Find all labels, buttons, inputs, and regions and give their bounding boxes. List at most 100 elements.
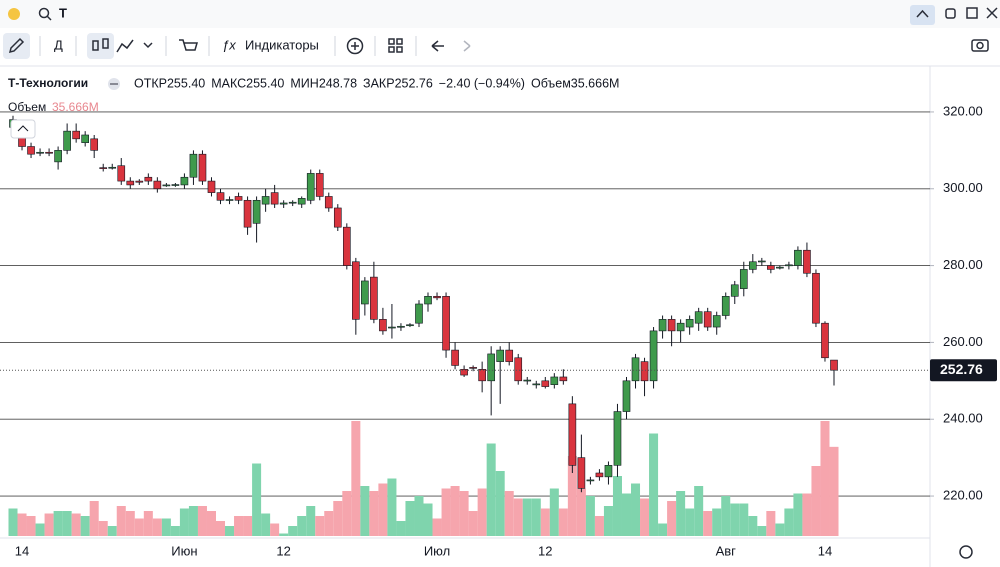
volume-bar [288,526,298,536]
volume-bar [152,518,162,536]
collapse-legend[interactable] [10,119,36,139]
candle-body [216,192,225,201]
candle-body [622,380,631,412]
volume-bar [504,491,514,536]
x-tick-label: Авг [716,543,737,558]
candle-body [324,196,333,209]
volume-bar [685,508,695,536]
search-text[interactable]: Т [59,5,67,20]
volume-bar [594,516,604,536]
candle-body [812,272,820,324]
volume-bar [342,491,352,536]
add-button[interactable] [346,37,364,55]
candle-body [613,411,622,466]
candle-body [821,322,829,359]
search-icon[interactable] [38,7,50,19]
last-price-tag [930,359,997,382]
candle-body [433,296,441,299]
volume-bar [279,533,289,536]
candle-body [388,326,396,329]
candle-body [577,457,586,489]
candle-body [505,349,514,362]
volume-bar [35,523,45,536]
volume-bar [802,493,812,536]
volume-bar [793,493,803,536]
interval-button[interactable]: Д [54,37,63,52]
volume-bar [225,526,235,536]
volume-bar [351,421,361,536]
candle-body [36,151,44,154]
volume-bar [640,498,650,536]
volume-bar [531,498,541,536]
volume-bar [414,496,424,536]
legend-value: 252.76 [395,76,433,90]
candle-body [604,465,613,478]
last-price-label: 252.76 [940,361,983,377]
legend-value: 255.40 [246,76,284,90]
candle-body [171,184,180,186]
volume-bar [125,511,135,536]
layout-button[interactable] [388,38,403,53]
candle-body [595,472,604,478]
volume-bar [179,508,189,536]
volume-bar [423,503,433,536]
candle-body [767,265,775,270]
area-icon[interactable] [116,39,134,53]
candle-body [451,349,459,366]
y-tick-label: 280.00 [943,257,983,272]
x-tick-label: 12 [276,543,290,558]
candle-body [442,296,450,351]
candle-icon [102,38,109,49]
screenshot-icon [976,41,984,50]
window-button[interactable] [945,8,956,19]
cart-icon[interactable] [179,39,198,51]
candle-body [81,134,89,143]
volume-bar [820,421,830,536]
volume-bar [270,523,280,536]
volume-bar [603,506,613,536]
candle-body [361,280,369,305]
volume-bar [369,491,379,536]
volume-bar [450,486,460,536]
candle-body [568,403,577,466]
x-tick-label: 12 [538,543,552,558]
candle-body [415,303,423,324]
candle-body [72,130,80,140]
x-tick-label: 14 [818,543,832,558]
dropdown-icon[interactable] [143,42,153,49]
indicators-button[interactable]: Индикаторы [245,37,319,52]
candle-body [99,167,108,169]
draw-button[interactable] [3,33,30,59]
volume-bar [522,498,532,536]
volume-bar [631,483,641,536]
volume-bar [17,513,27,536]
volume-bar [540,508,550,536]
chart-type-button[interactable] [87,33,114,59]
search-icon [46,15,52,21]
volume-bar [721,496,731,536]
volume-bar [360,486,370,536]
volume-bar [116,506,126,536]
undo-button[interactable] [431,40,444,52]
candle-body [712,315,721,328]
collapse-button[interactable] [910,5,935,25]
candle-body [288,201,297,204]
candle-body [243,199,252,228]
candle-body [460,368,468,376]
y-tick-label: 260.00 [943,334,983,349]
candle-body [496,349,505,362]
legend-label: МАКС [211,76,246,90]
redo-button[interactable] [463,40,471,52]
candle-body [261,196,270,205]
candle-body [117,165,126,182]
candle-body [270,192,279,205]
volume-bar [215,521,226,536]
volume-bar [306,506,316,536]
volume-bar [333,501,343,536]
screenshot-button[interactable] [971,39,989,52]
candle-body [333,207,342,228]
volume-bar [261,513,271,536]
maximize-button[interactable] [966,7,978,19]
candle-body [306,173,315,201]
settings-button[interactable] [959,545,973,559]
